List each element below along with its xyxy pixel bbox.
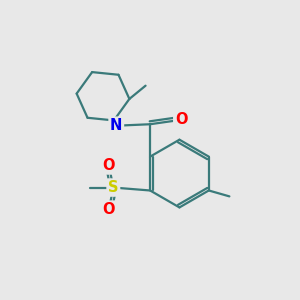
Text: O: O [175,112,187,127]
Text: O: O [103,202,115,217]
Text: S: S [108,180,119,195]
Text: O: O [103,158,115,173]
Text: N: N [110,118,122,133]
